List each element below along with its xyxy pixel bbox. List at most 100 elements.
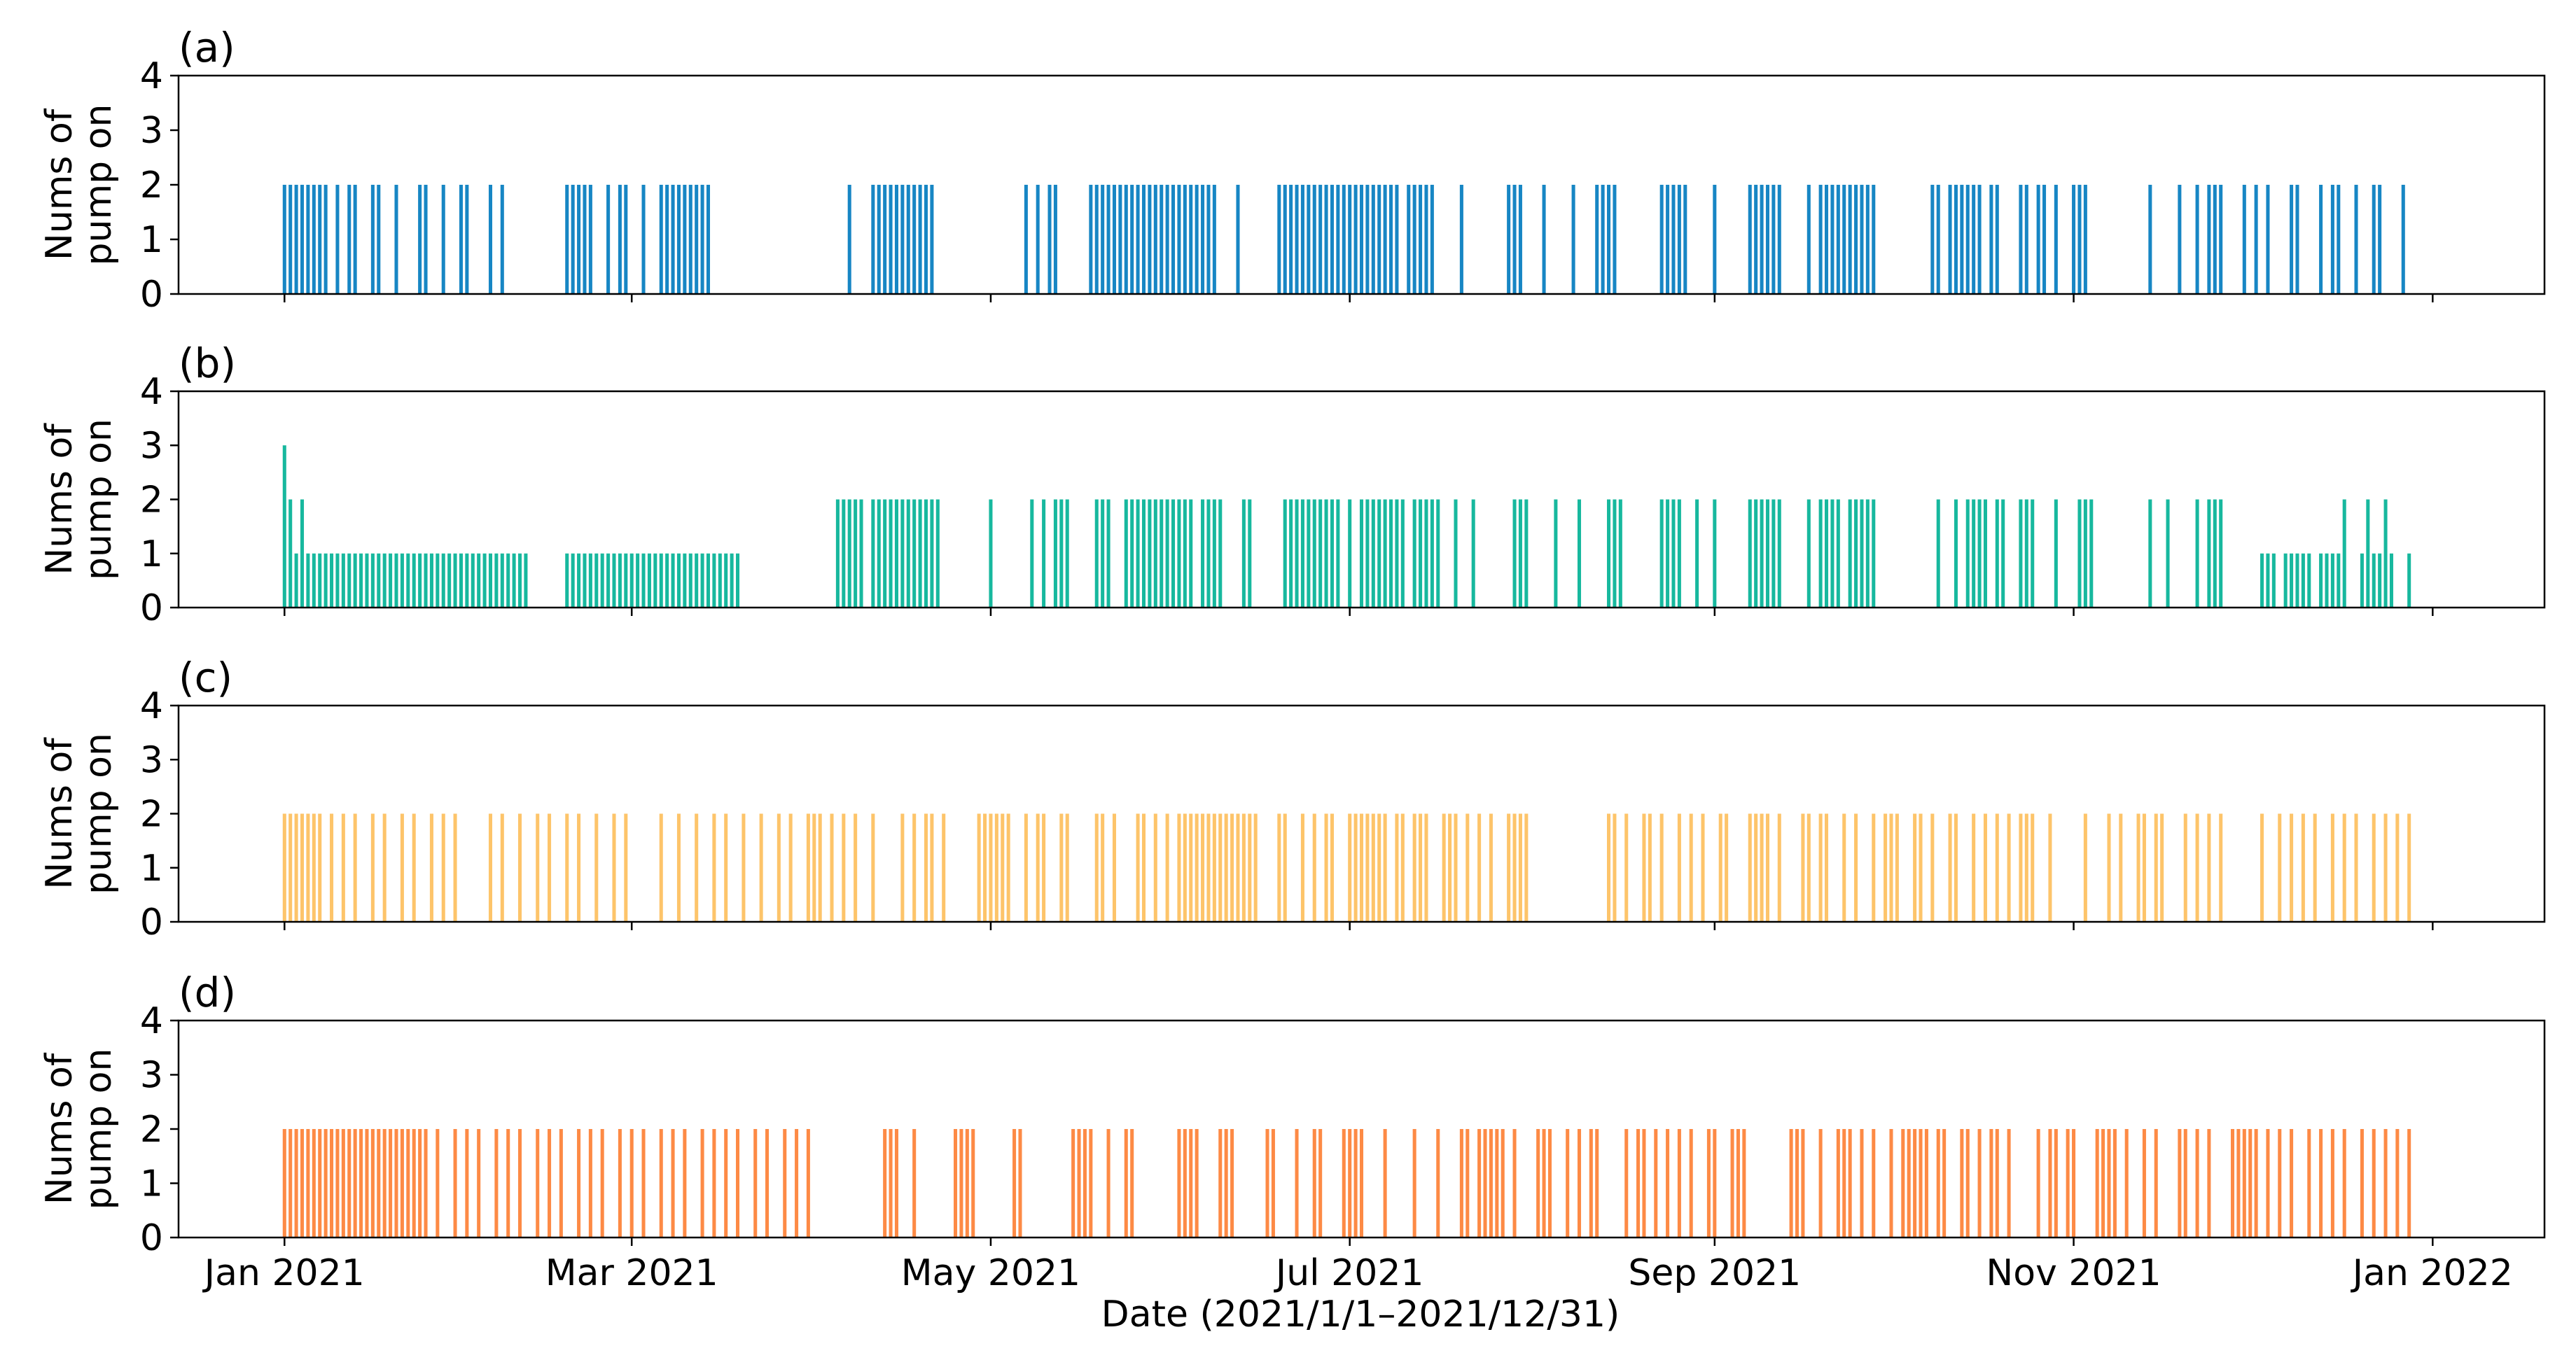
- bar: [924, 499, 928, 608]
- bar: [1436, 1129, 1440, 1238]
- bar: [453, 1129, 457, 1238]
- bar: [1771, 185, 1776, 294]
- bar: [341, 1129, 345, 1238]
- bar: [935, 499, 940, 608]
- y-tick-label: 1: [140, 1163, 163, 1205]
- bar: [353, 553, 357, 608]
- bar: [400, 813, 404, 922]
- bar: [1183, 813, 1187, 922]
- bar: [335, 185, 340, 294]
- bar: [1595, 185, 1599, 294]
- bar: [671, 553, 675, 608]
- bar: [871, 185, 875, 294]
- bar: [1071, 1129, 1075, 1238]
- bar: [1748, 185, 1752, 294]
- bar: [577, 1129, 581, 1238]
- bar: [753, 1129, 758, 1238]
- bar: [647, 553, 651, 608]
- bar: [1177, 185, 1181, 294]
- bar: [1965, 499, 1970, 608]
- bar: [688, 185, 692, 294]
- bar: [2295, 553, 2299, 608]
- bar: [465, 553, 469, 608]
- bar: [1495, 1129, 1499, 1238]
- bar: [294, 813, 298, 922]
- bar: [1806, 499, 1811, 608]
- bar: [1312, 1129, 1316, 1238]
- bar: [1771, 499, 1776, 608]
- bar: [1889, 813, 1893, 922]
- bar: [1501, 1129, 1505, 1238]
- bar: [1948, 813, 1952, 922]
- bar: [1153, 499, 1157, 608]
- bar: [1042, 813, 1046, 922]
- bar: [335, 553, 340, 608]
- bar: [1954, 813, 1958, 922]
- y-axis-label-line: pump on: [78, 1049, 120, 1210]
- bar: [1141, 185, 1146, 294]
- bar: [1106, 499, 1111, 608]
- x-tick-label: Jan 2021: [202, 1252, 365, 1294]
- bar: [818, 813, 822, 922]
- bar: [795, 1129, 799, 1238]
- bar: [624, 185, 628, 294]
- x-tick-label: May 2021: [901, 1252, 1080, 1294]
- bar: [695, 185, 699, 294]
- bar: [1165, 499, 1169, 608]
- bar: [1695, 499, 1699, 608]
- bar: [347, 1129, 351, 1238]
- bar: [1554, 499, 1558, 608]
- bar: [1006, 813, 1010, 922]
- bar: [1101, 499, 1105, 608]
- bar: [1395, 813, 1399, 922]
- y-tick-label: 3: [140, 425, 163, 467]
- bar: [1141, 499, 1146, 608]
- bar: [1936, 185, 1940, 294]
- bar: [847, 185, 851, 294]
- bar: [1165, 813, 1169, 922]
- bar: [2283, 553, 2288, 608]
- bar: [959, 1129, 963, 1238]
- bars: [282, 1129, 2411, 1238]
- bar: [1907, 1129, 1911, 1238]
- bar: [942, 813, 946, 922]
- bar: [1542, 1129, 1546, 1238]
- bar: [1047, 185, 1052, 294]
- bar: [2372, 553, 2376, 608]
- bar: [1960, 185, 1964, 294]
- bar: [1983, 499, 1988, 608]
- bar: [1624, 1129, 1629, 1238]
- bar: [1106, 1129, 1111, 1238]
- bar: [2301, 553, 2305, 608]
- bar: [2178, 1129, 2182, 1238]
- bar: [1725, 813, 1729, 922]
- bar: [588, 185, 592, 294]
- bar: [412, 1129, 416, 1238]
- bar: [2254, 185, 2258, 294]
- bar: [1477, 1129, 1482, 1238]
- bar: [1130, 185, 1134, 294]
- bar: [2383, 499, 2388, 608]
- y-axis-label-line: Nums of: [39, 1052, 81, 1205]
- bar: [1094, 499, 1099, 608]
- bar: [1400, 813, 1405, 922]
- bar: [1666, 1129, 1670, 1238]
- bar: [636, 553, 640, 608]
- bar: [1801, 813, 1805, 922]
- y-axis-label: Nums ofpump on: [39, 1049, 120, 1210]
- bar: [2119, 813, 2123, 922]
- panel-b: 0 1 2 3 4 Nums ofpump on (b): [39, 339, 2546, 629]
- bar: [1295, 499, 1299, 608]
- bar: [2054, 1129, 2058, 1238]
- bar: [429, 553, 433, 608]
- bar: [1518, 185, 1522, 294]
- bar: [1872, 1129, 1876, 1238]
- bar: [2148, 499, 2152, 608]
- bar: [1995, 185, 1999, 294]
- bar: [1965, 1129, 1970, 1238]
- bar: [2260, 553, 2264, 608]
- bar: [1307, 499, 1311, 608]
- bar: [512, 553, 516, 608]
- bar: [312, 553, 316, 608]
- bar: [1659, 499, 1664, 608]
